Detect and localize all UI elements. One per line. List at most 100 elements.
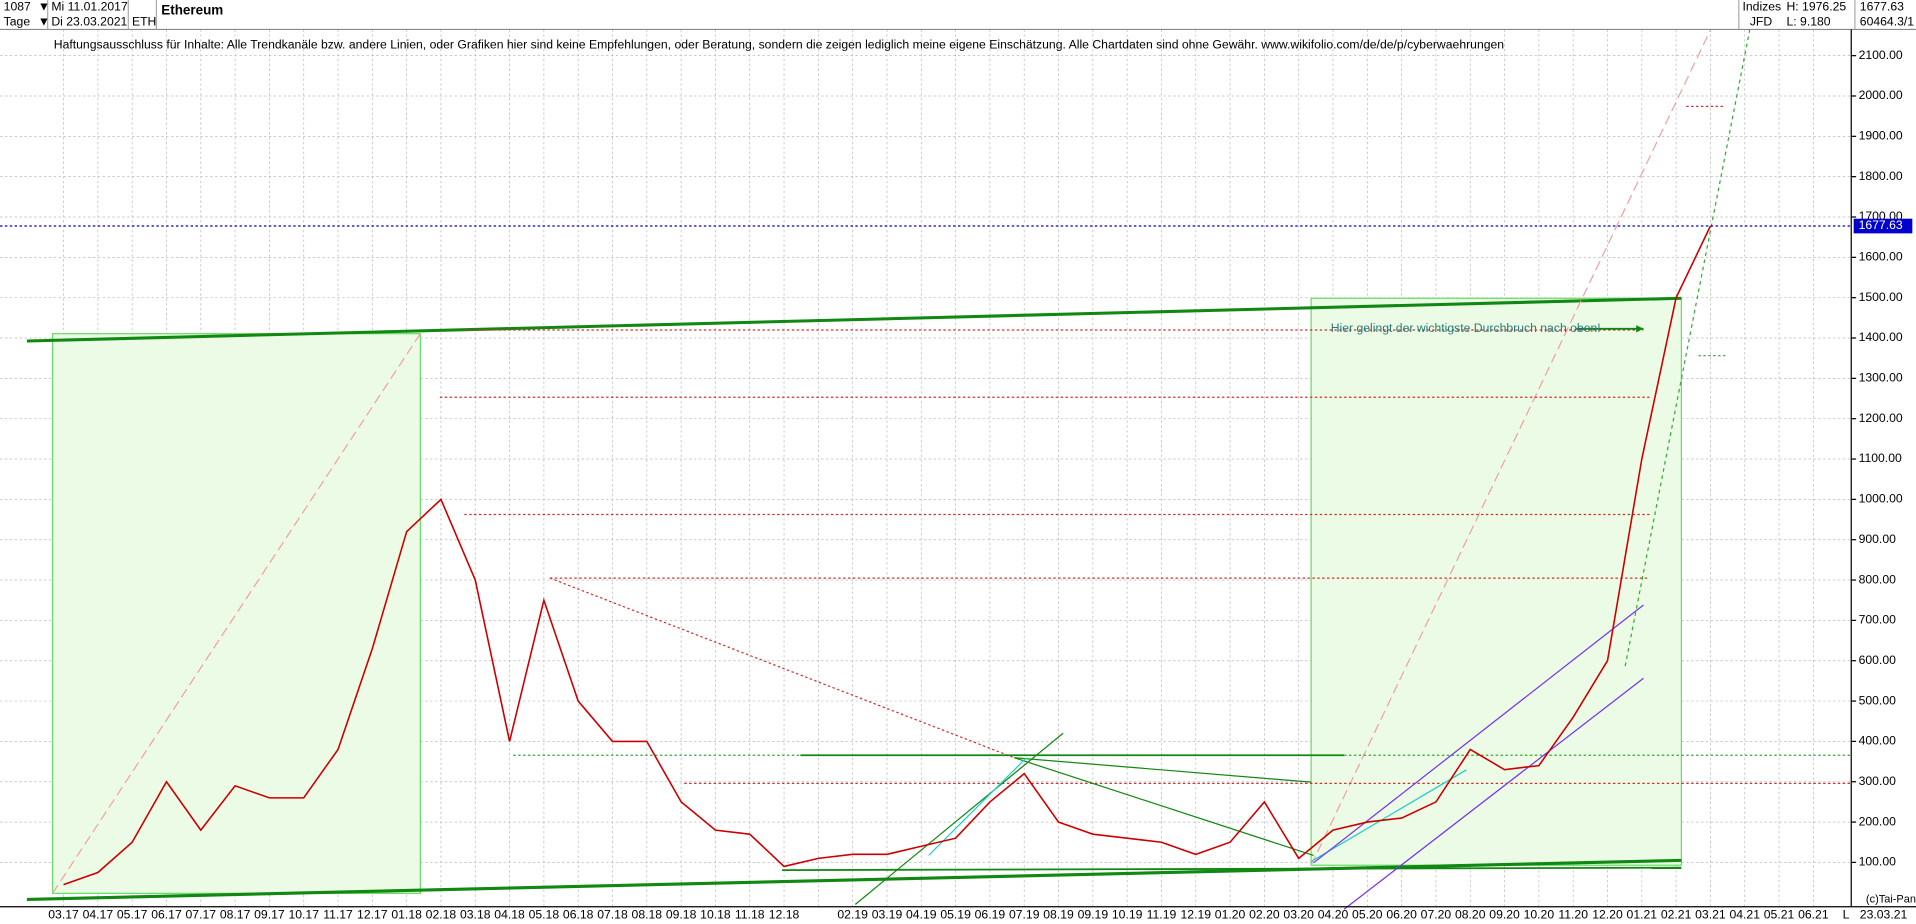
x-tick-label: 01.21 (1627, 908, 1658, 922)
x-tick-label: 05.20 (1352, 908, 1383, 922)
y-tick-label: 1200.00 (1859, 411, 1903, 425)
y-tick-label: 2000.00 (1859, 88, 1903, 102)
x-tick-label: 12.18 (769, 908, 800, 922)
last: 1677.63 (1860, 0, 1904, 14)
y-tick-label: 1400.00 (1859, 330, 1903, 344)
x-tick-label: 03.17 (48, 908, 79, 922)
x-tick-label: 04.19 (906, 908, 937, 922)
x-tick-label: 06.17 (151, 908, 182, 922)
last-price-label: 1677.63 (1859, 218, 1903, 232)
trend-line (928, 757, 1027, 856)
y-tick-label: 1100.00 (1859, 451, 1902, 465)
annotation: Hier gelingt der wichtigste Durchbruch n… (1331, 321, 1601, 335)
x-tick-label: 05.21 (1764, 908, 1795, 922)
dropdown-icon[interactable]: ▼ (38, 14, 50, 28)
dropdown-icon[interactable]: ▼ (38, 0, 50, 14)
group: Indizes (1742, 0, 1781, 14)
x-tick-label: 01.18 (391, 908, 422, 922)
x-tick-label: 08.18 (632, 908, 663, 922)
x-tick-label: 03.18 (460, 908, 491, 922)
trend-line (52, 333, 421, 894)
x-tick-label: 11.19 (1147, 908, 1177, 922)
marks (63, 225, 1712, 886)
high: H: 1976.25 (1786, 0, 1846, 14)
x-tick-label: 05.19 (940, 908, 971, 922)
y-tick-label: 900.00 (1859, 532, 1897, 546)
x-tick-label: 03.19 (872, 908, 903, 922)
axes: 100.00 200.00 300.00 400.00 500.00 600.00 700.… (48, 48, 1913, 922)
trend-line (1313, 604, 1644, 864)
x-tick-label: 04.21 (1729, 908, 1760, 922)
x-tick-label: 11.17 (323, 908, 353, 922)
y-tick-label: 600.00 (1859, 653, 1897, 667)
x-tick-label: 03.21 (1695, 908, 1726, 922)
arrow-head (1636, 325, 1644, 333)
trend-line (26, 858, 1682, 901)
green-box (51, 333, 421, 894)
x-tick-label: 06.20 (1386, 908, 1417, 922)
green-box (1310, 297, 1682, 866)
x-tick-label: 11.20 (1558, 908, 1588, 922)
start-date: Mi 11.01.2017 (51, 0, 128, 14)
x-tick-label: 06.21 (1798, 908, 1829, 922)
x-tick-label: 10.19 (1112, 908, 1143, 922)
disclaimer: Haftungsausschluss für Inhalte: Alle Tre… (54, 38, 1504, 52)
trend-line (1624, 29, 1751, 667)
x-tick-label: 04.17 (83, 908, 114, 922)
x-tick-label: 06.19 (975, 908, 1006, 922)
y-tick-label: 1800.00 (1859, 169, 1903, 183)
header-bg (0, 0, 1916, 30)
x-tick-label: 03.20 (1283, 908, 1314, 922)
x-tick-label: 02.20 (1249, 908, 1280, 922)
low: L: 9.180 (1786, 14, 1830, 28)
x-tick-label: 09.18 (666, 908, 697, 922)
x-tick-label: 02.18 (426, 908, 457, 922)
x-tick-label: 09.20 (1489, 908, 1520, 922)
axis-marker: L (1843, 908, 1850, 922)
y-tick-label: 1600.00 (1859, 250, 1903, 264)
symbol: ETH (132, 14, 156, 28)
y-tick-label: 1500.00 (1859, 290, 1903, 304)
y-tick-label: 400.00 (1859, 734, 1897, 748)
y-tick-label: 800.00 (1859, 572, 1897, 586)
x-tick-label: 07.18 (597, 908, 628, 922)
x-tick-label: 01.20 (1215, 908, 1246, 922)
x-tick-label: 06.18 (563, 908, 594, 922)
x-tick-label: 10.18 (700, 908, 731, 922)
x-tick-label: 10.20 (1524, 908, 1555, 922)
broker: JFD (1750, 14, 1773, 28)
trend-line (1310, 769, 1467, 863)
y-tick-label: 1300.00 (1859, 371, 1903, 385)
x-tick-label: 11.18 (735, 908, 765, 922)
x-tick-label: 07.20 (1421, 908, 1452, 922)
x-tick-label: 12.19 (1181, 908, 1212, 922)
x-tick-label: 04.18 (494, 908, 525, 922)
y-tick-label: 1000.00 (1859, 492, 1903, 506)
credit: (c)Tai-Pan (1866, 893, 1916, 905)
y-tick-label: 200.00 (1859, 814, 1897, 828)
x-tick-label: 05.18 (529, 908, 560, 922)
trend-line (26, 296, 1682, 343)
level-line (782, 866, 1682, 872)
x-tick-label: 08.17 (220, 908, 251, 922)
y-tick-label: 1900.00 (1859, 129, 1903, 143)
period[interactable]: Tage (4, 14, 31, 28)
count[interactable]: 1087 (4, 0, 31, 14)
price-line (63, 225, 1712, 886)
x-tick-label: 02.21 (1661, 908, 1692, 922)
y-tick-label: 300.00 (1859, 774, 1897, 788)
end-date: Di 23.03.2021 (51, 14, 127, 28)
title: Ethereum (161, 3, 223, 18)
trend-line (1310, 29, 1712, 866)
x-tick-label: 07.17 (186, 908, 217, 922)
x-tick-label: 10.17 (288, 908, 319, 922)
y-tick-label: 2100.00 (1859, 48, 1903, 62)
trend-line (1343, 677, 1644, 910)
trend-line (854, 732, 1064, 905)
x-tick-label: 09.17 (254, 908, 285, 922)
y-tick-label: 500.00 (1859, 693, 1897, 707)
last-price-box (1853, 218, 1913, 234)
trend-line (1014, 757, 1314, 857)
y-tick-label: 700.00 (1859, 613, 1897, 627)
